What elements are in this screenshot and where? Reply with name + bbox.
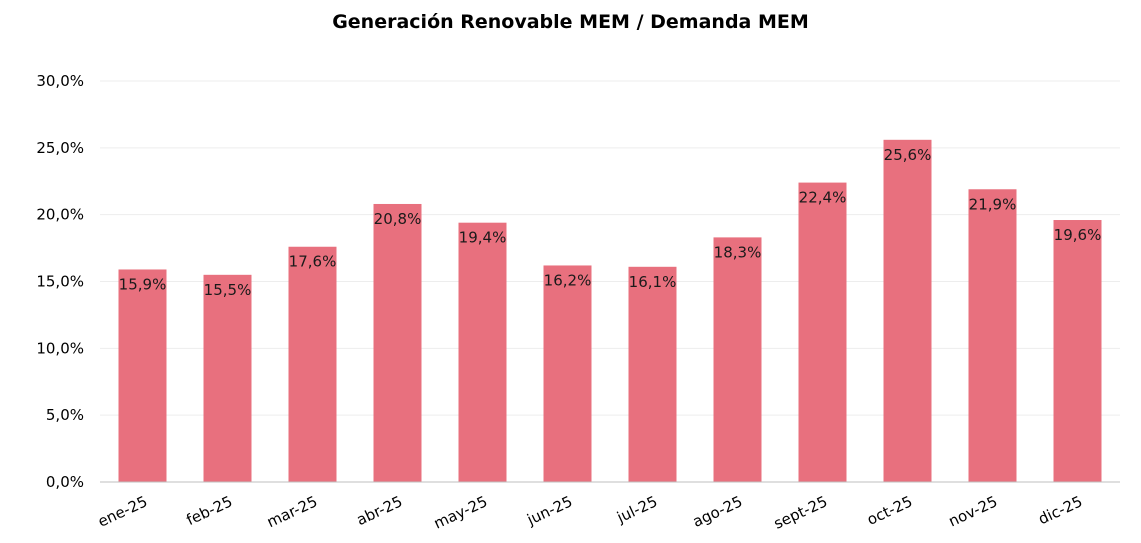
bar-value-label: 15,9% [119, 275, 167, 293]
bar-value-label: 19,6% [1054, 226, 1102, 244]
x-tick-label: mar-25 [264, 492, 320, 531]
bar-value-label: 18,3% [714, 243, 762, 261]
bar [203, 274, 252, 482]
y-tick-label: 5,0% [46, 406, 84, 424]
x-tick-label: sept-25 [771, 492, 830, 532]
gridlines [100, 80, 1120, 416]
bar [713, 237, 762, 482]
bar [458, 222, 507, 483]
y-tick-label: 10,0% [36, 339, 84, 357]
bar [288, 246, 337, 482]
x-tick-label: jul-25 [613, 492, 660, 527]
x-tick-label: dic-25 [1035, 492, 1085, 528]
bar-value-label: 15,5% [204, 281, 252, 299]
bar [1053, 220, 1102, 482]
bar [628, 266, 677, 482]
y-tick-label: 20,0% [36, 206, 84, 224]
bar [883, 139, 932, 482]
bar-value-label: 21,9% [969, 195, 1017, 213]
bar-value-label: 16,1% [629, 273, 677, 291]
x-tick-label: ago-25 [690, 492, 745, 531]
x-tick-label: ene-25 [95, 492, 150, 530]
bar-value-label: 20,8% [374, 210, 422, 228]
bar [968, 189, 1017, 482]
y-tick-label: 0,0% [46, 473, 84, 491]
bar-value-label: 25,6% [884, 146, 932, 164]
bar [543, 265, 592, 482]
x-tick-label: may-25 [431, 492, 490, 532]
x-tick-label: nov-25 [946, 492, 1000, 530]
bar-value-label: 22,4% [799, 189, 847, 207]
x-tick-label: feb-25 [184, 492, 236, 529]
chart-title: Generación Renovable MEM / Demanda MEM [332, 11, 809, 33]
y-tick-label: 30,0% [36, 72, 84, 90]
bar-value-label: 16,2% [544, 271, 592, 289]
bars [118, 139, 1102, 483]
bar-value-label: 17,6% [289, 253, 337, 271]
x-tick-label: oct-25 [864, 492, 915, 529]
y-tick-label: 15,0% [36, 273, 84, 291]
x-tick-label: abr-25 [354, 492, 405, 529]
bar-value-label: 19,4% [459, 229, 507, 247]
bar [118, 269, 167, 482]
y-tick-label: 25,0% [36, 139, 84, 157]
bar [373, 203, 422, 482]
data-labels: 15,9% 15,5% 17,6% 20,8% 19,4% 16,2% 16,1% 18,3%… [119, 146, 1102, 299]
x-tick-label: jun-25 [523, 492, 575, 529]
bar [798, 182, 847, 482]
